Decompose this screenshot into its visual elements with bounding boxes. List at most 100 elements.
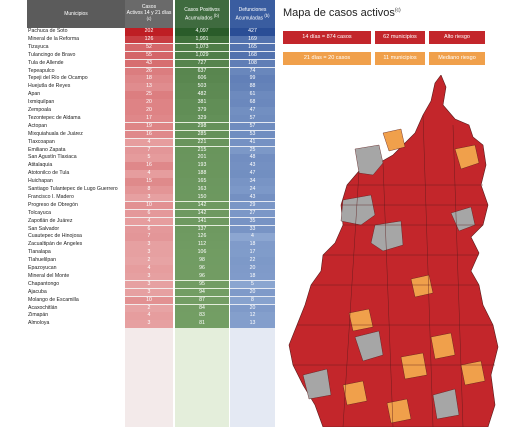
defunciones-cell: 165 xyxy=(230,43,275,52)
defunciones-cell: 5 xyxy=(230,280,275,289)
municipio-cell: Tolcayuca xyxy=(28,209,52,216)
table-row: Acaxochitlán 2 84 20 xyxy=(27,304,275,313)
defunciones-cell: 4 xyxy=(230,233,275,241)
municipio-cell: Atotonilco de Tula xyxy=(28,170,70,177)
activos-cell: 20 xyxy=(125,99,173,107)
municipio-cell: Huichapan xyxy=(28,178,53,185)
municipio-cell: Acaxochitlán xyxy=(28,304,58,311)
hidalgo-municipality-map xyxy=(288,75,499,427)
municipio-cell: Tula de Allende xyxy=(28,59,64,66)
table-row: Tlaxcoapan 4 221 41 xyxy=(27,138,275,147)
positivos-cell: 163 xyxy=(175,186,229,194)
municipio-cell: Almoloya xyxy=(28,320,50,327)
table-row: Tula de Allende 43 727 108 xyxy=(27,59,275,68)
activos-cell: 7 xyxy=(125,146,173,155)
positivos-cell: 193 xyxy=(175,162,229,170)
activos-cell: 26 xyxy=(125,67,173,76)
municipal-cases-table: Municipios Casos Activos 14 y 21 días (c… xyxy=(27,0,275,427)
region-no-cases-north xyxy=(354,144,384,176)
region-medium-risk-3 xyxy=(410,274,434,298)
positivos-cell: 215 xyxy=(175,146,229,155)
table-row: Zacualtipán de Ángeles 3 112 18 xyxy=(27,241,275,249)
table-row: Cuautepec de Hinojosa 7 126 4 xyxy=(27,233,275,241)
table-row: Zimapán 4 83 12 xyxy=(27,312,275,320)
defunciones-cell: 13 xyxy=(230,320,275,328)
municipio-cell: Tepeji del Río de Ocampo xyxy=(28,75,88,82)
activos-cell: 3 xyxy=(125,249,173,257)
defunciones-cell: 169 xyxy=(230,35,275,44)
positivos-cell: 95 xyxy=(175,280,229,289)
municipio-cell: Tepeapulco xyxy=(28,67,55,74)
defunciones-cell: 18 xyxy=(230,241,275,249)
municipio-cell: Mineral del Monte xyxy=(28,272,70,279)
table-row: Francisco I. Madero 3 150 43 xyxy=(27,193,275,202)
defunciones-cell: 57 xyxy=(230,122,275,131)
activos-cell: 3 xyxy=(125,241,173,249)
activos-cell: 16 xyxy=(125,130,173,139)
defunciones-cell: 24 xyxy=(230,186,275,194)
municipio-cell: Zimapán xyxy=(28,312,49,319)
municipio-cell: Molango de Escamilla xyxy=(28,296,79,303)
legend-medium-risk: Mediano riesgo xyxy=(429,52,485,65)
activos-cell: 4 xyxy=(125,138,173,147)
activos-cell: 19 xyxy=(125,122,173,131)
municipio-cell: Tlanalapa xyxy=(28,249,51,256)
activos-cell: 13 xyxy=(125,83,173,91)
header-municipios-label: Municipios xyxy=(64,11,88,17)
positivos-cell: 142 xyxy=(175,209,229,218)
region-medium-risk-4 xyxy=(348,308,374,332)
activos-cell: 20 xyxy=(125,107,173,115)
positivos-cell: 94 xyxy=(175,288,229,297)
activos-cell: 4 xyxy=(125,217,173,226)
positivos-cell: 1,029 xyxy=(175,51,229,60)
table-row: Mineral del Monte 3 96 18 xyxy=(27,272,275,281)
municipio-cell: Mineral de la Reforma xyxy=(28,35,80,42)
defunciones-cell: 47 xyxy=(230,107,275,115)
activos-cell: 25 xyxy=(125,91,173,99)
positivos-cell: 482 xyxy=(175,91,229,99)
activos-cell: 3 xyxy=(125,272,173,281)
positivos-cell: 96 xyxy=(175,265,229,273)
activos-cell: 43 xyxy=(125,59,173,68)
region-medium-risk-6 xyxy=(400,352,428,380)
activos-cell: 2 xyxy=(125,257,173,265)
activos-cell: 8 xyxy=(125,186,173,194)
activos-cell: 17 xyxy=(125,114,173,123)
defunciones-cell: 48 xyxy=(230,154,275,162)
table-row: Tolcayuca 6 142 27 xyxy=(27,209,275,218)
map-title: Mapa de casos activos(c) xyxy=(283,7,401,19)
table-row: Epazoyucan 4 96 20 xyxy=(27,265,275,273)
positivos-cell: 637 xyxy=(175,67,229,76)
positivos-cell: 1,073 xyxy=(175,43,229,52)
positivos-cell: 379 xyxy=(175,107,229,115)
legend-high-risk: Alto riesgo xyxy=(429,31,485,44)
municipio-cell: Tulancingo de Bravo xyxy=(28,51,76,58)
municipio-cell: Huejutla de Reyes xyxy=(28,83,71,90)
municipio-cell: Cuautepec de Hinojosa xyxy=(28,233,82,240)
defunciones-cell: 29 xyxy=(230,201,275,210)
defunciones-cell: 57 xyxy=(230,114,275,123)
legend-high-range: 14 días = 874 casos xyxy=(283,31,371,44)
positivos-cell: 503 xyxy=(175,83,229,91)
defunciones-cell: 12 xyxy=(230,312,275,320)
map-orange-regions xyxy=(342,128,486,424)
positivos-cell: 142 xyxy=(175,201,229,210)
region-no-cases-south xyxy=(354,330,384,362)
positivos-cell: 150 xyxy=(175,193,229,202)
header-casos-line1: Casos xyxy=(141,3,157,10)
defunciones-cell: 108 xyxy=(230,59,275,68)
defunciones-cell: 47 xyxy=(230,170,275,178)
defunciones-cell: 68 xyxy=(230,99,275,107)
defunciones-cell: 25 xyxy=(230,146,275,155)
table-row: Atitalaquia 16 193 43 xyxy=(27,162,275,170)
table-row: Chapantongo 3 95 5 xyxy=(27,280,275,289)
table-row: Tepeapulco 26 637 74 xyxy=(27,67,275,76)
defunciones-cell: 43 xyxy=(230,162,275,170)
municipio-cell: San Salvador xyxy=(28,225,60,232)
defunciones-cell: 27 xyxy=(230,209,275,218)
municipio-cell: Zacualtipán de Ángeles xyxy=(28,241,83,248)
table-row: Tlahuelilpan 2 98 22 xyxy=(27,257,275,265)
positivos-cell: 96 xyxy=(175,272,229,281)
table-row: Santiago Tulantepec de Lugo Guerrero 8 163… xyxy=(27,186,275,194)
table-row: Progreso de Obregón 10 142 29 xyxy=(27,201,275,210)
